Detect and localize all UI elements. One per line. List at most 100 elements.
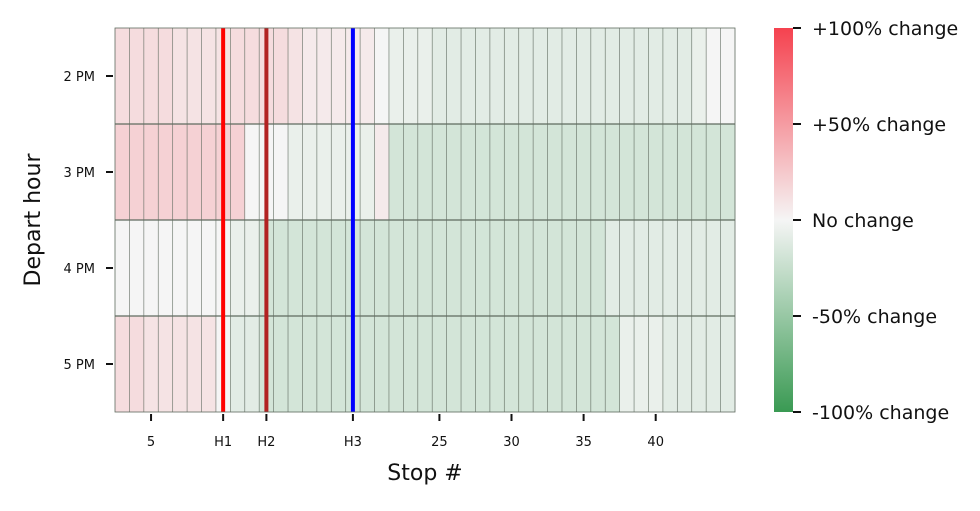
x-tick-label: 25 (431, 435, 448, 450)
heatmap-cell (475, 28, 491, 125)
x-tick-label: H2 (257, 435, 275, 450)
heatmap-cell (446, 28, 462, 125)
x-tick-label: H3 (344, 435, 362, 450)
heatmap-cell (417, 316, 433, 413)
heatmap-cell (143, 28, 159, 125)
heatmap-cell (115, 124, 130, 221)
heatmap-cell (619, 28, 635, 125)
x-tick-label: 40 (647, 435, 664, 450)
y-axis: 2 PM 3 PM 4 PM 5 PM (64, 70, 113, 373)
heatmap-cell (619, 124, 635, 221)
heatmap-cell (316, 28, 332, 125)
heatmap-cell (720, 28, 736, 125)
heatmap-cell (576, 316, 592, 413)
heatmap-cell (360, 28, 375, 125)
heatmap-cell (590, 124, 606, 221)
heatmap-cell (172, 316, 188, 413)
heatmap-cell (590, 220, 606, 317)
heatmap-cell (662, 124, 678, 221)
heatmap-cell (403, 316, 419, 413)
heatmap-cell (115, 28, 130, 125)
heatmap-cell (518, 220, 534, 317)
heatmap-cell (446, 220, 462, 317)
heatmap-cell (273, 124, 289, 221)
heatmap-cell (316, 124, 332, 221)
heatmap-cell (533, 28, 548, 125)
heatmap-cell (489, 124, 505, 221)
heatmap-cell (605, 316, 620, 413)
heatmap-cell (129, 28, 145, 125)
heatmap-cell (115, 220, 130, 317)
x-tick-label: 30 (503, 435, 520, 450)
heatmap-cell (662, 316, 678, 413)
heatmap-cell (504, 316, 520, 413)
heatmap-gridlines (115, 28, 735, 412)
heatmap-cell (504, 124, 520, 221)
heatmap-cell (518, 316, 534, 413)
heatmap-cell (706, 28, 721, 125)
heatmap-cell (446, 316, 462, 413)
heatmap-cell (561, 220, 577, 317)
heatmap-cell (706, 220, 721, 317)
heatmap-cell (244, 28, 260, 125)
heatmap-cell (273, 220, 289, 317)
heatmap-cell (417, 220, 433, 317)
heatmap-cell (432, 124, 447, 221)
heatmap-cell (201, 124, 217, 221)
heatmap-cell (489, 316, 505, 413)
heatmap-cell (172, 28, 188, 125)
heatmap-cell (547, 316, 563, 413)
heatmap-cell (187, 316, 202, 413)
heatmap-cells (115, 28, 736, 413)
heatmap-cell (691, 220, 707, 317)
heatmap-cell (475, 124, 491, 221)
heatmap-cell (331, 28, 346, 125)
heatmap-cell (417, 124, 433, 221)
heatmap-cell (533, 316, 548, 413)
heatmap-cell (634, 124, 649, 221)
colorbar (774, 28, 793, 412)
vertical-markers (221, 28, 355, 412)
heatmap-cell (461, 316, 476, 413)
heatmap-cell (172, 220, 188, 317)
heatmap-cell (388, 220, 404, 317)
heatmap-cell (720, 124, 736, 221)
heatmap-cell (634, 220, 649, 317)
heatmap-cell (677, 124, 693, 221)
heatmap-cell (230, 220, 246, 317)
x-tick-label: H1 (214, 435, 232, 450)
heatmap-cell (504, 220, 520, 317)
heatmap-cell (388, 316, 404, 413)
heatmap-cell (187, 124, 202, 221)
heatmap-cell (619, 220, 635, 317)
x-axis: 5 H1 H2 H3 25 30 35 40 (147, 414, 664, 450)
heatmap-cell (547, 220, 563, 317)
heatmap-cell (518, 124, 534, 221)
x-axis-title: Stop # (387, 461, 462, 486)
heatmap-cell (677, 316, 693, 413)
heatmap-cell (129, 316, 145, 413)
heatmap-cell (115, 316, 130, 413)
heatmap-cell (561, 28, 577, 125)
heatmap-cell (691, 124, 707, 221)
heatmap-cell (187, 28, 202, 125)
heatmap-cell (143, 124, 159, 221)
heatmap-cell (533, 220, 548, 317)
heatmap-cell (172, 124, 188, 221)
heatmap-cell (605, 28, 620, 125)
heatmap-cell (403, 124, 419, 221)
heatmap-cell (331, 124, 346, 221)
heatmap-cell (360, 220, 375, 317)
heatmap-cell (374, 316, 390, 413)
heatmap-cell (547, 28, 563, 125)
heatmap-cell (561, 316, 577, 413)
heatmap-cell (648, 124, 664, 221)
heatmap-cell (518, 28, 534, 125)
heatmap-cell (374, 28, 390, 125)
x-tick-label: 5 (147, 435, 155, 450)
heatmap-cell (230, 124, 246, 221)
y-tick-label: 5 PM (64, 358, 95, 373)
heatmap-cell (720, 316, 736, 413)
heatmap-cell (605, 220, 620, 317)
